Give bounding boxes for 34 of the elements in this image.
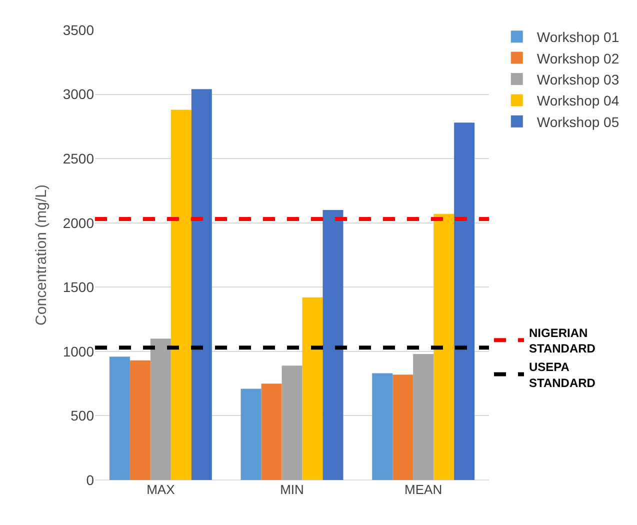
bar xyxy=(130,360,150,480)
legend-label: Workshop 02 xyxy=(536,50,620,66)
bar xyxy=(413,354,434,480)
y-tick-label: 3000 xyxy=(62,86,94,102)
x-tick-label: MAX xyxy=(146,482,176,497)
y-tick-label: 500 xyxy=(70,408,94,424)
bar xyxy=(240,388,262,480)
y-tick-label: 1000 xyxy=(62,343,94,360)
bar xyxy=(109,356,130,480)
y-axis-title: Concentration (mg/L) xyxy=(33,184,50,326)
legend-label: Workshop 01 xyxy=(536,29,620,46)
y-tick-label: 2000 xyxy=(62,214,94,231)
bar xyxy=(261,384,282,480)
bar xyxy=(191,89,212,480)
bar xyxy=(322,210,344,480)
bar xyxy=(454,122,475,480)
bar xyxy=(170,110,192,480)
y-tick-label: 3500 xyxy=(62,22,94,38)
x-tick-label: MIN xyxy=(280,482,304,497)
bar xyxy=(392,374,414,480)
y-tick-label: 0 xyxy=(86,472,94,488)
bar xyxy=(150,338,171,480)
bar xyxy=(372,373,393,480)
legend-label: USEPA STANDARD xyxy=(529,360,596,390)
legend-label: Workshop 04 xyxy=(536,92,620,109)
bar xyxy=(434,214,454,480)
legend-label: Workshop 03 xyxy=(536,71,620,88)
bar xyxy=(282,366,302,480)
legend-label: Workshop 05 xyxy=(536,114,620,130)
y-tick-label: 2500 xyxy=(62,150,94,166)
bar xyxy=(302,297,323,480)
y-tick-label: 1500 xyxy=(62,279,94,296)
x-tick-label: MEAN xyxy=(404,482,442,497)
legend-label: NIGERIAN STANDARD xyxy=(529,326,596,356)
